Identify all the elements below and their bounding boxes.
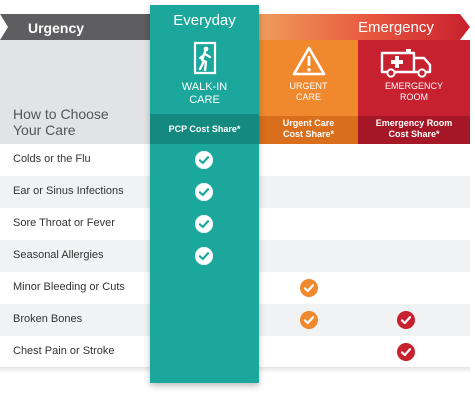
table-row: Sore Throat or Fever [0,208,470,240]
pcp-cost-share: PCP Cost Share* [168,124,241,134]
row-label: Colds or the Flu [13,153,91,165]
emergency-room-check-icon [397,311,415,329]
emergency-room-label: EMERGENCY ROOM [384,81,443,102]
row-label: Seasonal Allergies [13,249,104,261]
urgency-arrow-bar [0,14,170,40]
walk-in-check-icon [195,151,213,169]
warning-triangle-icon [292,46,326,76]
pcp-cost-band [150,114,259,144]
row-label: Minor Bleeding or Cuts [13,281,125,293]
urgent-care-header [259,40,358,116]
walk-in-check-icon [195,247,213,265]
urgent-care-cost-band [259,116,358,144]
how-to-choose-title: How to Choose Your Care [13,106,109,138]
walk-in-check-icon [195,215,213,233]
emergency-room-cost-share: Emergency Room Cost Share* [375,118,453,139]
row-label: Broken Bones [13,313,83,325]
table-row: Colds or the Flu [0,144,470,176]
urgent-care-check-icon [300,311,318,329]
emergency-arrow-bar [252,14,470,40]
emergency-label: Emergency [358,19,434,36]
walk-in-door-icon [193,41,217,75]
ambulance-icon [380,49,432,78]
urgent-care-label: URGENT CARE [289,81,328,102]
walk-in-care-label: WALK-IN CARE [181,81,228,106]
how-to-choose-header [0,40,150,144]
table-row: Minor Bleeding or Cuts [0,272,470,304]
row-label: Sore Throat or Fever [13,217,115,229]
row-label: Ear or Sinus Infections [13,185,124,197]
everyday-label: Everyday [173,12,236,29]
urgency-label: Urgency [28,20,85,36]
urgent-care-cost-share: Urgent Care Cost Share* [282,118,335,139]
emergency-room-check-icon [397,343,415,361]
table-row: Chest Pain or Stroke [0,336,470,368]
urgent-care-check-icon [300,279,318,297]
walk-in-check-icon [195,183,213,201]
emergency-room-cost-band [358,116,470,144]
row-label: Chest Pain or Stroke [13,345,115,357]
